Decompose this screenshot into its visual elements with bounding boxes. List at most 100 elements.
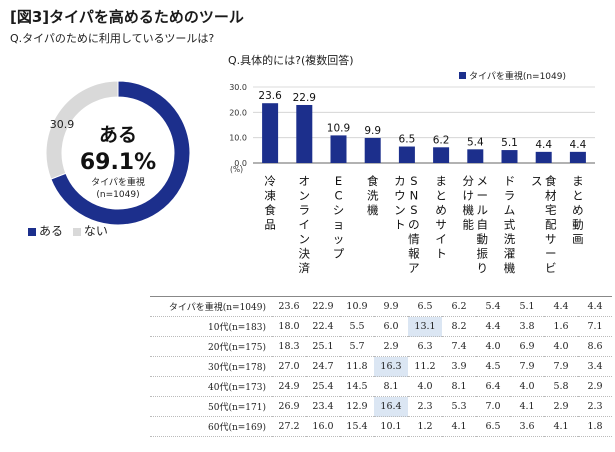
bar-2: [330, 135, 347, 163]
table-cell: 11.8: [340, 356, 374, 377]
table-cell: 5.5: [340, 316, 374, 337]
table-cell: 6.5: [476, 416, 510, 437]
y-tick-label: 10.0: [229, 134, 247, 143]
bar-value-label: 5.1: [501, 137, 518, 149]
table-cell: 23.6: [272, 296, 306, 317]
table-row: 30代(n=178) 27.0 24.7 11.8 16.3 11.2 3.9 4.5 7.9 7…: [150, 356, 612, 377]
table-cell: 3.6: [510, 416, 544, 437]
bar-value-label: 4.4: [570, 139, 587, 151]
bar-value-label: 9.9: [364, 125, 381, 137]
table-cell: 6.0: [374, 316, 408, 337]
table-row: 40代(n=173) 24.9 25.4 14.5 8.1 4.0 8.1 6.4 4.0 5.8…: [150, 376, 612, 397]
bar-9: [569, 151, 586, 163]
table-cell: 4.1: [544, 416, 578, 437]
table-cell: 6.5: [408, 296, 442, 317]
table-cell: 1.2: [408, 416, 442, 437]
table-cell: 5.4: [476, 296, 510, 317]
bar-5: [433, 147, 450, 163]
table-cell: 24.9: [272, 376, 306, 397]
table-cell: 25.1: [306, 336, 340, 357]
table-cell: 5.3: [442, 396, 476, 417]
category-label: メール自動振り分け機能: [463, 174, 489, 275]
row-label: 30代(n=178): [150, 356, 272, 377]
bar-value-label: 10.9: [327, 122, 350, 134]
row-label: 40代(n=173): [150, 376, 272, 397]
table-cell: 12.9: [340, 396, 374, 417]
table-cell: 8.1: [442, 376, 476, 397]
category-label: まとめサイト: [435, 174, 447, 261]
category-label: まとめ動画: [572, 174, 584, 246]
table-row: 10代(n=183) 18.0 22.4 5.5 6.0 13.1 8.2 4.4 3.8 1.6…: [150, 316, 612, 337]
bar-7: [501, 150, 518, 163]
table-cell: 1.8: [578, 416, 612, 437]
legend-yes-label: ある: [39, 224, 64, 238]
table-cell: 4.4: [544, 296, 578, 317]
table-cell: 9.9: [374, 296, 408, 317]
table-cell: 3.9: [442, 356, 476, 377]
category-label: S N S の情報アカウント: [394, 174, 420, 275]
table-cell: 4.0: [544, 336, 578, 357]
table-cell: 4.4: [578, 296, 612, 317]
y-tick-label: 20.0: [229, 108, 247, 117]
category-label: E C ショップ: [333, 174, 345, 261]
table-cell: 2.3: [578, 396, 612, 417]
table-cell: 22.4: [306, 316, 340, 337]
category-label: ドラム式洗濯機: [504, 174, 516, 275]
donut-legend: ある ない: [28, 222, 108, 239]
donut-center-sub1: タイパを重視: [91, 176, 145, 188]
y-unit-label: (%): [230, 165, 243, 174]
table-cell: 11.2: [408, 356, 442, 377]
bar-6: [467, 149, 484, 163]
bar-legend-label: タイパを重視(n=1049): [469, 70, 566, 82]
table-cell: 10.9: [340, 296, 374, 317]
table-row: 60代(n=169) 27.2 16.0 15.4 10.1 1.2 4.1 6.5 3.6 4.…: [150, 416, 612, 437]
figure-title: [図3]タイパを高めるためのツール: [10, 8, 244, 26]
table-cell: 6.3: [408, 336, 442, 357]
table-cell: 24.7: [306, 356, 340, 377]
table-cell: 4.0: [510, 376, 544, 397]
row-label: 10代(n=183): [150, 316, 272, 337]
row-label: 20代(n=175): [150, 336, 272, 357]
donut-center-sub2: (n=1049): [96, 190, 139, 200]
table-cell: 2.9: [544, 396, 578, 417]
table-cell: 23.4: [306, 396, 340, 417]
question-tools: Q.タイパのために利用しているツールは?: [10, 32, 215, 45]
table-cell: 3.4: [578, 356, 612, 377]
bar-value-label: 23.6: [258, 90, 282, 102]
table-row: タイパを重視(n=1049) 23.6 22.9 10.9 9.9 6.5 6.2 5.4 5.…: [150, 296, 612, 317]
bar-value-label: 5.4: [467, 136, 484, 148]
table-row: 50代(n=171) 26.9 23.4 12.9 16.4 2.3 5.3 7.0 4.1 2.…: [150, 396, 612, 417]
table-cell: 4.5: [476, 356, 510, 377]
table-cell: 2.3: [408, 396, 442, 417]
table-cell: 7.4: [442, 336, 476, 357]
table-cell: 4.0: [476, 336, 510, 357]
table-cell: 7.1: [578, 316, 612, 337]
table-cell: 10.1: [374, 416, 408, 437]
category-label: 食材宅配サービス: [531, 174, 557, 275]
bar-value-label: 6.2: [433, 134, 450, 146]
donut-slice-yes: [50, 80, 191, 226]
y-tick-label: 30.0: [229, 83, 247, 92]
table-cell: 18.3: [272, 336, 306, 357]
table-cell: 3.8: [510, 316, 544, 337]
table-cell: 2.9: [374, 336, 408, 357]
bar-3: [364, 137, 381, 163]
donut-slice-no: [45, 80, 119, 180]
table-cell: 4.4: [476, 316, 510, 337]
table-cell: 6.9: [510, 336, 544, 357]
table-cell: 27.0: [272, 356, 306, 377]
donut-chart: ある 69.1%タイパを重視 (n=1049) 69.1 30.9: [45, 80, 195, 226]
table-cell: 7.9: [510, 356, 544, 377]
table-cell: 8.1: [374, 376, 408, 397]
table-cell: 5.8: [544, 376, 578, 397]
bar-1: [296, 104, 313, 163]
bar-legend-swatch: [459, 72, 466, 79]
table-cell: 4.0: [408, 376, 442, 397]
y-tick-label: 0.0: [234, 159, 247, 168]
bar-chart: タイパを重視(n=1049) 0.0 10.0 20.0 30.0 (%) 23.6 冷凍食品…: [229, 70, 595, 275]
table-cell: 26.9: [272, 396, 306, 417]
table-cell: 14.5: [340, 376, 374, 397]
donut-center-value: 69.1%: [80, 150, 156, 175]
bar-value-label: 22.9: [293, 92, 316, 104]
legend-no-label: ない: [83, 224, 108, 238]
